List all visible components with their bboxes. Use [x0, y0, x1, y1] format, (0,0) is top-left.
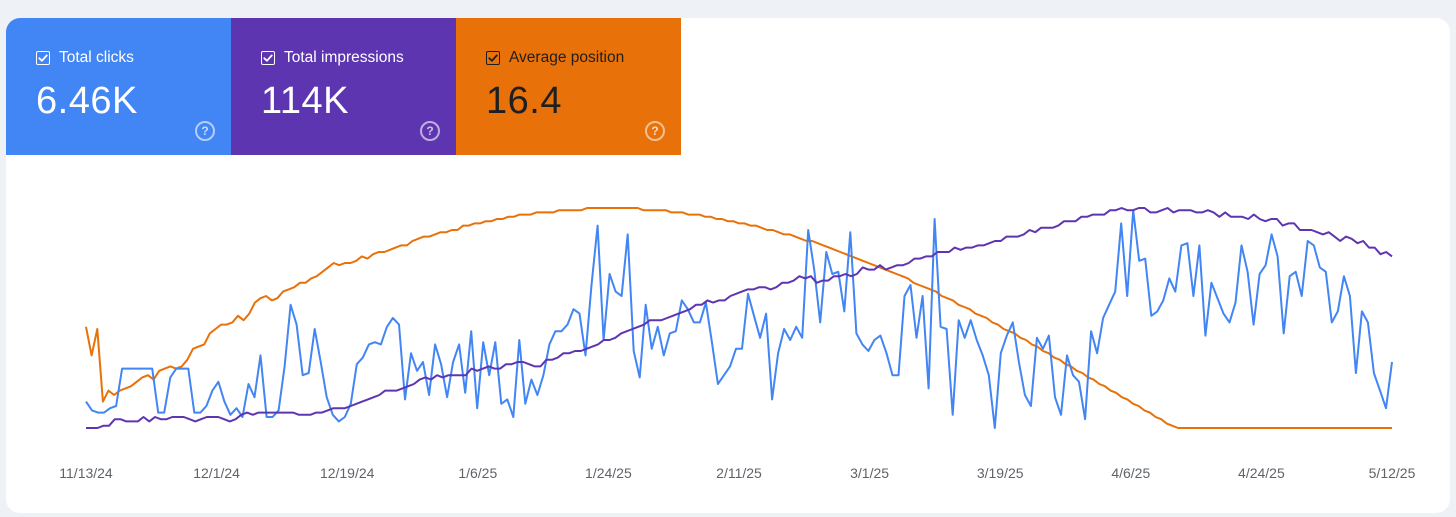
x-tick-label: 11/13/24 — [59, 465, 113, 481]
performance-card: 11/13/24 12/1/24 12/19/24 1/6/25 1/24/25 2/11… — [6, 18, 1450, 513]
series-line-total-impressions — [86, 207, 1393, 429]
metric-total-impressions[interactable]: Total impressions 114K ? — [231, 18, 456, 155]
checkbox-checked-icon[interactable] — [36, 51, 50, 65]
help-circle-icon[interactable]: ? — [420, 121, 440, 141]
checkbox-checked-icon[interactable] — [261, 51, 275, 65]
x-tick-label: 4/24/25 — [1238, 465, 1285, 481]
x-tick-label: 12/1/24 — [193, 465, 240, 481]
metric-label: Total impressions — [284, 49, 404, 66]
checkbox-checked-icon[interactable] — [486, 51, 500, 65]
help-circle-icon[interactable]: ? — [645, 121, 665, 141]
metric-total-clicks[interactable]: Total clicks 6.46K ? — [6, 18, 231, 155]
metric-average-position[interactable]: Average position 16.4 ? — [456, 18, 681, 155]
metric-value: 16.4 — [486, 80, 562, 122]
performance-chart: 11/13/24 12/1/24 12/19/24 1/6/25 1/24/25 2/11… — [59, 207, 1416, 481]
x-tick-label: 5/12/25 — [1369, 465, 1416, 481]
metric-label: Total clicks — [59, 49, 134, 66]
x-tick-label: 2/11/25 — [716, 465, 762, 481]
series-line-total-clicks — [85, 209, 1393, 429]
x-tick-label: 3/1/25 — [850, 465, 889, 481]
series-line-average-position — [85, 207, 1392, 429]
metric-value: 6.46K — [36, 80, 138, 122]
metric-label: Average position — [509, 49, 625, 66]
x-tick-label: 3/19/25 — [977, 465, 1024, 481]
x-tick-label: 1/24/25 — [585, 465, 632, 481]
metric-value: 114K — [261, 80, 349, 122]
help-circle-icon[interactable]: ? — [195, 121, 215, 141]
x-tick-label: 12/19/24 — [320, 465, 375, 481]
x-tick-label: 1/6/25 — [458, 465, 497, 481]
x-tick-label: 4/6/25 — [1111, 465, 1150, 481]
